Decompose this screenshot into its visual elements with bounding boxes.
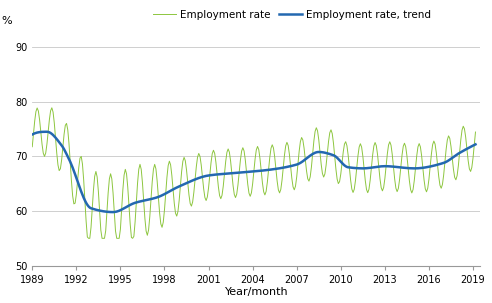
Employment rate, trend <box>131 201 137 205</box>
X-axis label: Year/month: Year/month <box>224 288 288 298</box>
Employment rate <box>369 166 374 169</box>
Employment rate, trend <box>73 176 79 180</box>
Employment rate <box>49 106 55 110</box>
Employment rate <box>219 193 225 197</box>
Line: Employment rate: Employment rate <box>32 108 475 238</box>
Employment rate <box>140 181 146 185</box>
Line: Employment rate, trend: Employment rate, trend <box>32 132 475 212</box>
Employment rate <box>54 151 60 155</box>
Legend: Employment rate, Employment rate, trend: Employment rate, Employment rate, trend <box>149 5 435 24</box>
Employment rate, trend <box>472 143 478 146</box>
Employment rate, trend <box>140 199 146 203</box>
Employment rate, trend <box>110 210 116 214</box>
Employment rate <box>86 237 92 240</box>
Employment rate, trend <box>54 137 60 141</box>
Employment rate, trend <box>30 133 35 136</box>
Text: %: % <box>1 16 11 26</box>
Employment rate <box>30 145 35 148</box>
Employment rate, trend <box>369 166 374 169</box>
Employment rate, trend <box>219 172 225 176</box>
Employment rate <box>131 235 137 238</box>
Employment rate, trend <box>44 130 50 134</box>
Employment rate <box>472 130 478 134</box>
Employment rate <box>73 193 79 196</box>
